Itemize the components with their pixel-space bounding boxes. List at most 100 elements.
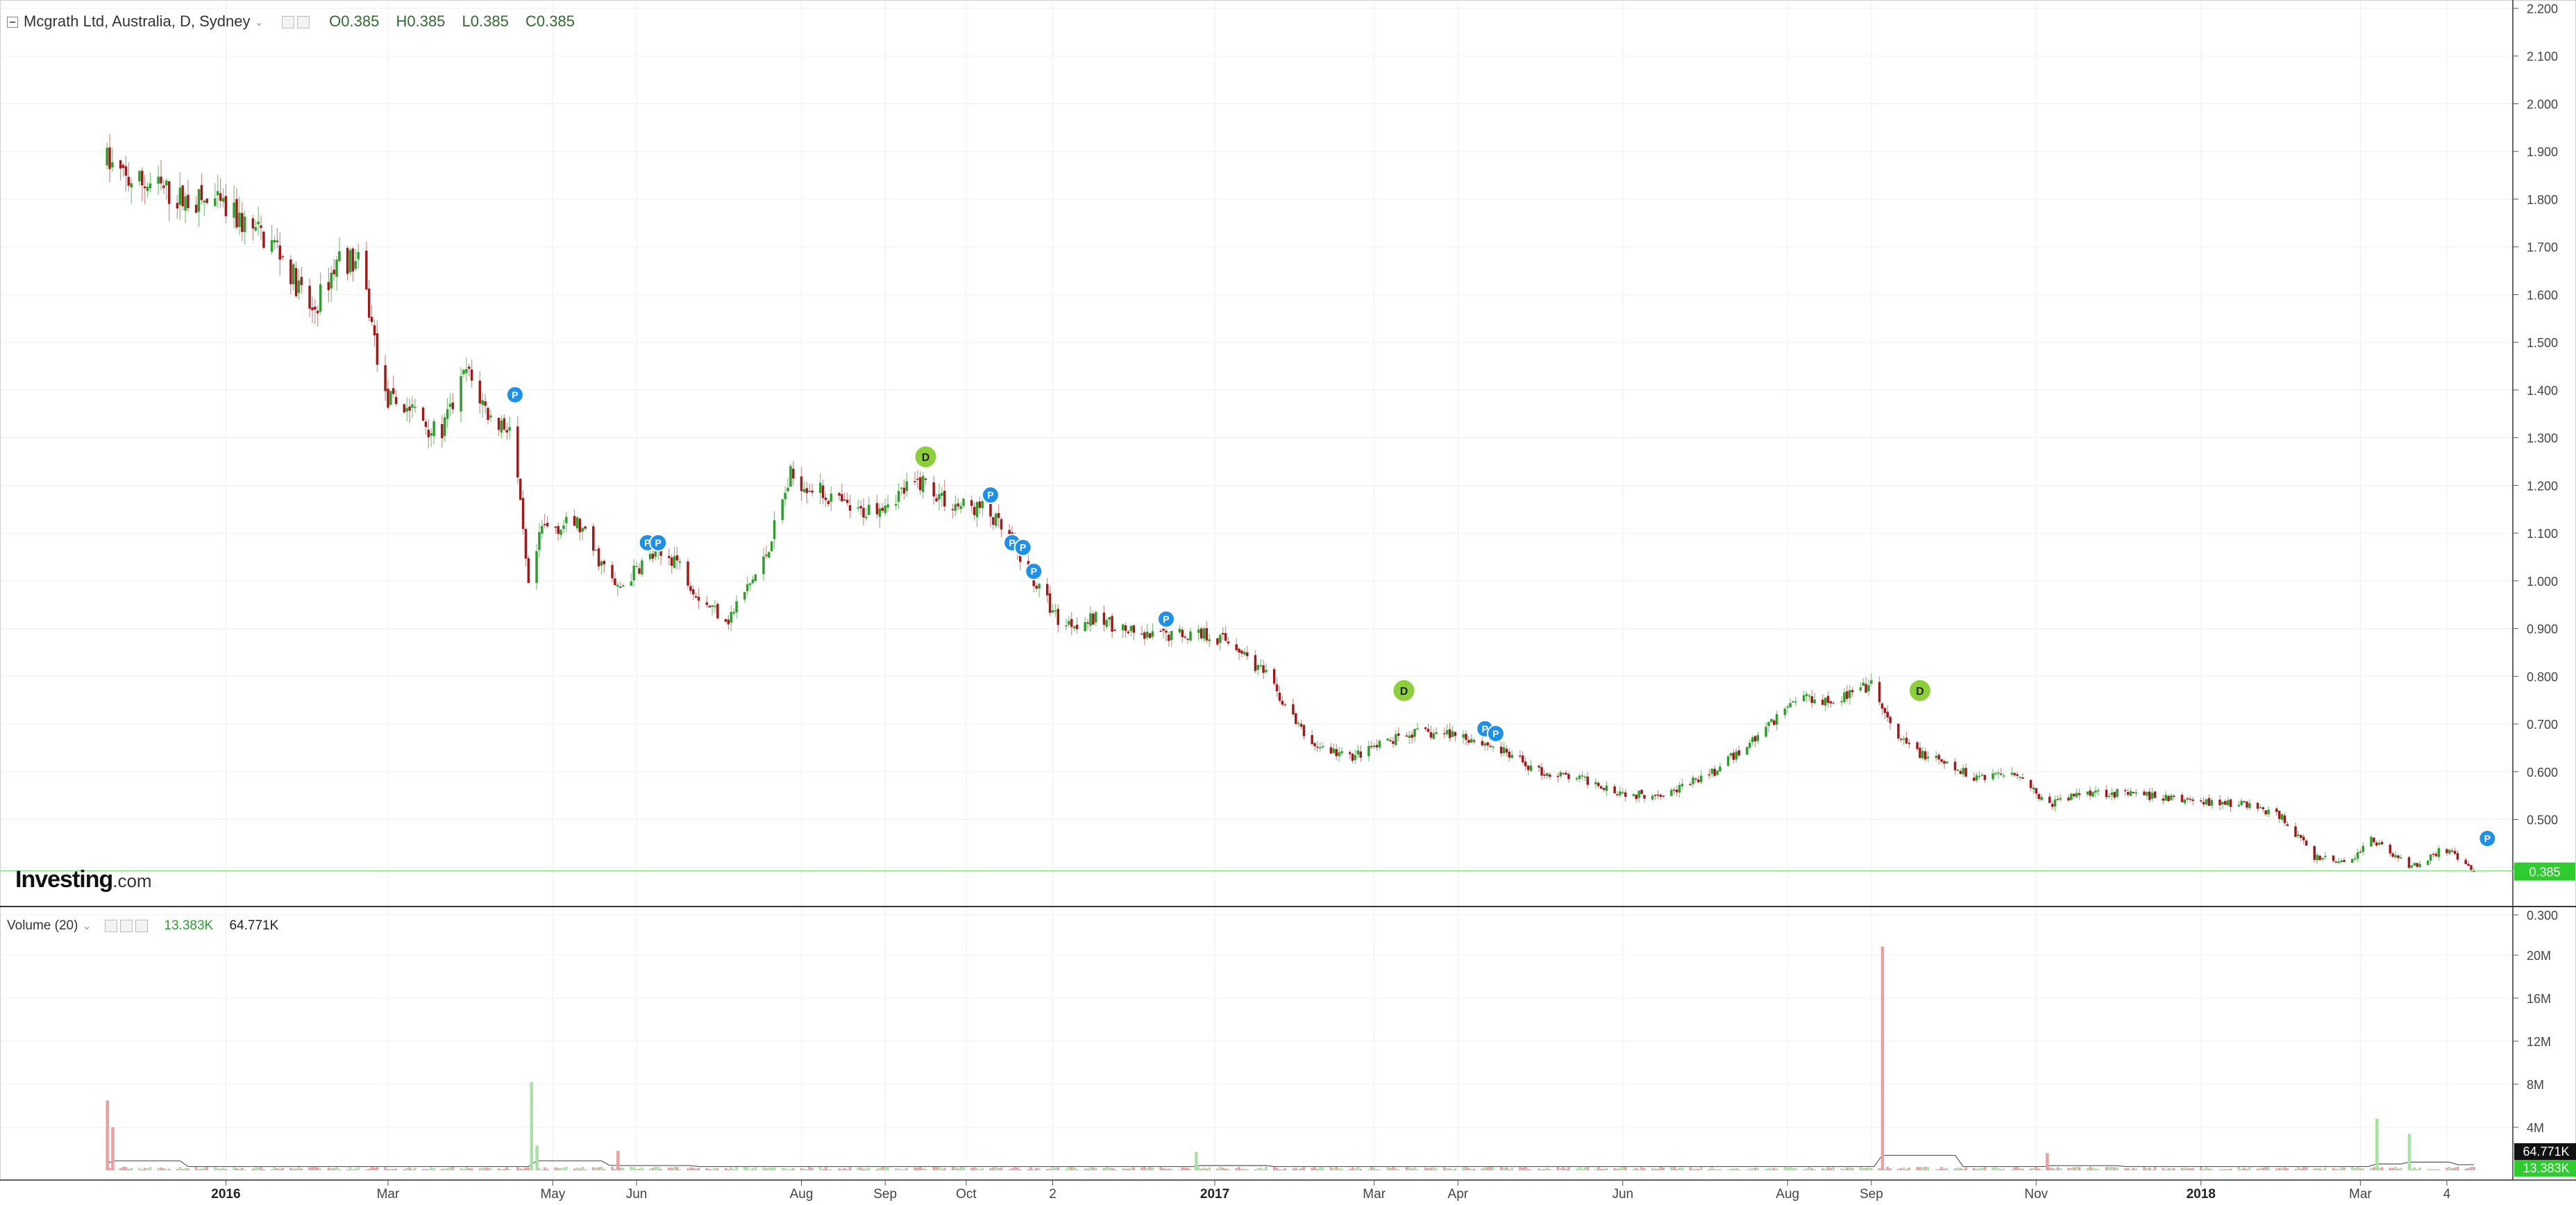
candle-body [1262,665,1265,673]
close-icon[interactable] [135,919,149,932]
candle-body [317,310,319,314]
news-marker[interactable]: P [1025,562,1043,581]
candle-body [124,166,128,176]
volume-bar [2191,1168,2194,1170]
volume-bar [2275,1168,2278,1170]
hide-icon[interactable] [120,919,133,932]
volume-bar [1578,1166,1581,1170]
candle-body [578,519,582,532]
volume-bar [241,1168,244,1170]
volume-title[interactable]: Volume (20) [7,918,78,933]
volume-bar [1389,1168,1392,1170]
logo-brand: Investing [15,866,113,893]
volume-bar [160,1167,162,1170]
volume-spike-bar [1880,946,1885,1170]
candle-body [351,248,355,272]
chevron-down-icon[interactable]: ⌄ [82,920,92,932]
volume-bar [1789,1166,1792,1170]
settings-icon[interactable] [282,16,295,29]
candle-body [1165,630,1168,633]
collapse-icon[interactable] [7,17,18,28]
news-marker[interactable]: P [1156,609,1175,628]
news-marker[interactable]: P [1013,538,1032,557]
volume-bar [1748,1168,1751,1170]
last-price-badge [2514,862,2575,881]
volume-bar [2143,1167,2146,1170]
volume-bar [1616,1168,1619,1170]
volume-bar [1867,1168,1870,1170]
candle-body [900,487,903,489]
candle-body [1470,739,1473,743]
dividend-marker[interactable]: D [1908,678,1932,702]
news-marker[interactable]: P [505,385,524,404]
news-marker[interactable]: P [649,533,668,552]
instrument-title[interactable]: Mcgrath Ltd, Australia, D, Sydney [24,12,251,30]
volume-bar [687,1168,689,1170]
volume-bar [2397,1168,2400,1170]
volume-bar [1051,1167,1054,1170]
candle-body [354,261,357,269]
candle-body [1397,733,1400,736]
candle-body [1181,630,1184,637]
volume-bar [2126,1168,2130,1170]
candle-body [614,578,616,585]
volume-bar [348,1166,352,1170]
volume-bar [868,1168,870,1170]
time-tick-label: Sep [1860,1187,1883,1202]
candle-body [597,548,600,567]
volume-bar [1413,1167,1416,1170]
candle-body [1499,746,1503,754]
candle-body [535,551,538,583]
candle-body [841,494,843,502]
candle-body [519,478,522,500]
hide-icon[interactable] [297,16,310,29]
dividend-marker[interactable]: D [1392,678,1416,702]
volume-bar [1581,1168,1584,1170]
candle-body [886,504,889,508]
volume-bar [2221,1168,2224,1170]
volume-bar [1973,1168,1976,1170]
candle-body [1953,761,1957,770]
news-marker[interactable]: P [981,486,1000,505]
candle-body [1208,639,1211,641]
candle-body [441,424,444,439]
volume-bar [130,1168,133,1170]
candle-body [146,187,149,192]
settings-icon[interactable] [105,919,118,932]
dividend-marker[interactable]: D [914,445,938,469]
volume-bar [2353,1168,2357,1170]
candle-body [765,555,768,556]
candle-body [2407,857,2411,868]
candle-body [2126,792,2130,795]
news-marker[interactable]: P [2478,829,2497,848]
volume-bar [451,1167,455,1170]
volume-bar [1840,1168,1843,1170]
price-tick-label: 2.000 [2527,97,2558,111]
volume-bar [1808,1167,1811,1170]
volume-bar [1072,1167,1076,1170]
candle-body [2453,850,2457,854]
chevron-down-icon[interactable]: ⌄ [254,17,264,29]
news-marker[interactable]: P [1486,724,1505,743]
volume-bar [1643,1168,1646,1170]
candle-body [1653,795,1657,796]
candle-body [1313,743,1316,747]
candle-body [2153,791,2157,798]
candle-body [618,587,622,588]
volume-bar [1735,1168,1738,1170]
candle-body [1675,789,1678,793]
candle-body [489,415,492,418]
volume-bar [1089,1167,1092,1170]
volume-bar [2199,1166,2203,1170]
candle-body [165,180,168,186]
chart-grid [0,0,2513,1180]
volume-bar [276,1168,279,1170]
candle-body [1946,761,1948,764]
candle-body [2278,811,2281,819]
volume-bar [1859,1167,1862,1170]
news-marker-circle [1486,724,1505,743]
candle-body [1221,632,1224,635]
volume-bar [1429,1168,1433,1170]
candle-body [217,191,219,196]
